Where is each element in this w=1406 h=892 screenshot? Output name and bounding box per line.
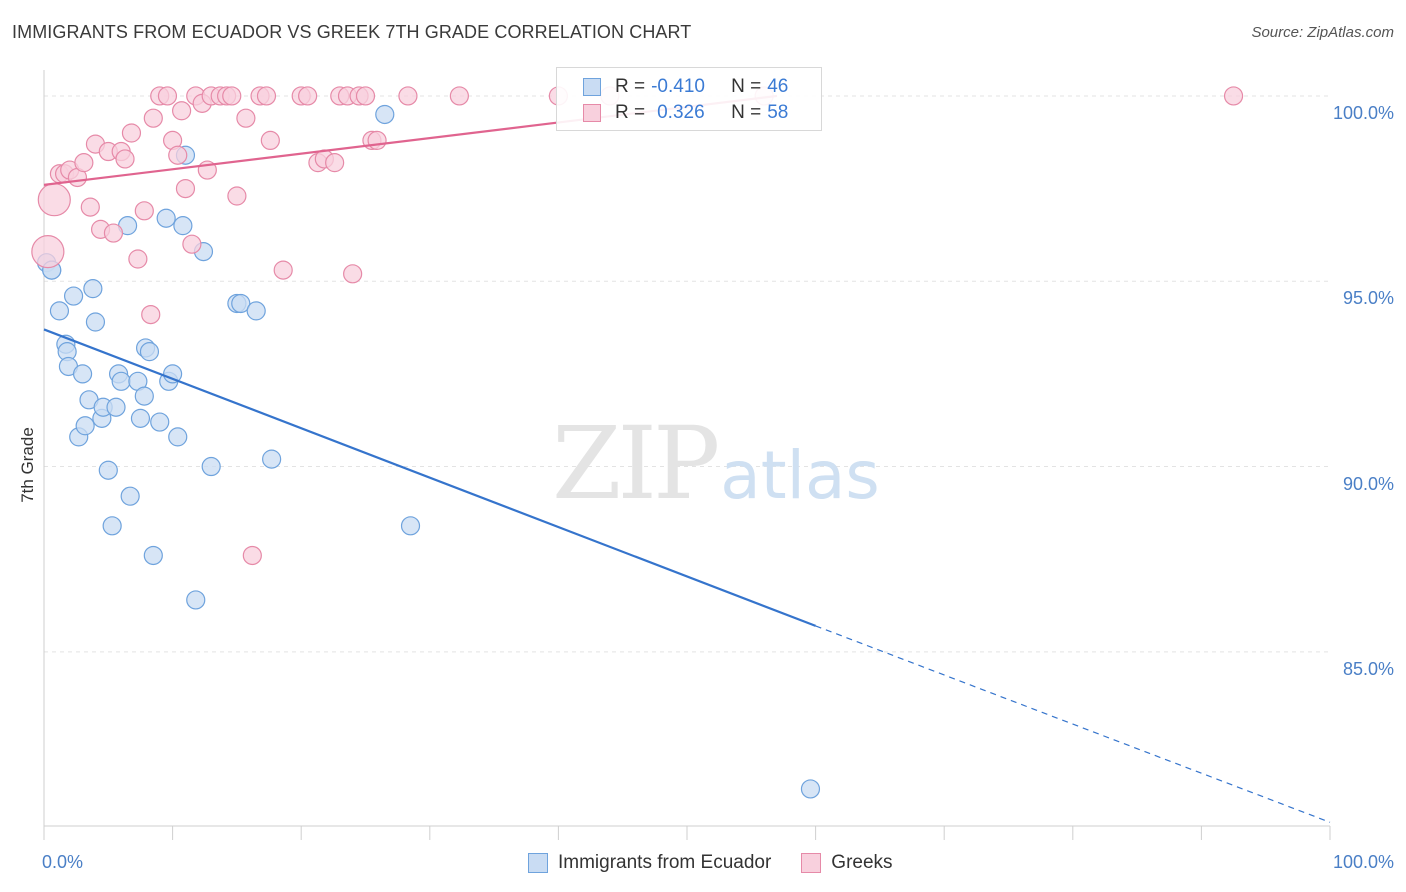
- r-label: R =: [615, 102, 646, 123]
- stats-row-greeks: R = 0.326 N = 58: [583, 101, 788, 125]
- ecuador-point: [163, 364, 183, 384]
- ecuador-point: [134, 386, 154, 406]
- legend-swatch-greeks: [801, 853, 822, 873]
- ecuador-point: [75, 416, 95, 436]
- n-value-ecuador: 46: [767, 76, 789, 97]
- legend-swatch-ecuador: [528, 853, 548, 873]
- n-label: N =: [731, 76, 762, 97]
- greeks-point: [298, 86, 318, 106]
- ecuador-point: [201, 456, 221, 477]
- trend-line-ecuador: [43, 328, 816, 627]
- ecuador-point: [800, 779, 821, 799]
- stats-swatch-ecuador: [583, 78, 601, 96]
- y-tick-label: 90.0%: [1342, 473, 1394, 494]
- ecuador-point: [111, 371, 131, 391]
- r-value-ecuador: -0.410: [651, 76, 705, 97]
- ecuador-point: [49, 301, 70, 321]
- ecuador-point: [150, 412, 170, 432]
- y-tick-label: 95.0%: [1342, 288, 1394, 309]
- greeks-point: [227, 186, 247, 206]
- stats-swatch-greeks: [583, 104, 601, 122]
- ecuador-point: [120, 486, 140, 506]
- x-tick-label-min: 0.0%: [42, 852, 84, 872]
- greeks-point: [398, 86, 418, 106]
- greeks-point: [168, 145, 188, 165]
- greeks-point: [37, 183, 71, 217]
- ecuador-point: [85, 312, 106, 332]
- series-ecuador-points: [36, 104, 821, 799]
- n-label: N =: [731, 102, 762, 123]
- ecuador-point: [173, 216, 193, 236]
- ecuador-point: [400, 516, 421, 536]
- greeks-point: [141, 304, 161, 325]
- greeks-point: [256, 86, 277, 106]
- r-value-greeks: 0.326: [657, 102, 705, 123]
- greeks-point: [80, 197, 100, 217]
- y-axis-label: 7th Grade: [18, 427, 37, 503]
- gridlines: [44, 95, 1330, 653]
- ecuador-point: [130, 408, 151, 428]
- x-tick-label-max: 100.0%: [1332, 852, 1394, 872]
- greeks-point: [449, 86, 469, 106]
- source-label: Source: ZipAtlas.com: [1251, 24, 1394, 41]
- legend-item-ecuador[interactable]: Immigrants from Ecuador: [528, 852, 771, 874]
- greeks-point: [325, 153, 345, 173]
- greeks-point: [157, 86, 178, 106]
- greeks-point: [222, 86, 242, 106]
- greeks-point: [236, 108, 256, 128]
- zipatlas-watermark: ZIPatlas: [552, 405, 880, 522]
- greeks-point: [260, 130, 280, 151]
- greeks-point: [242, 545, 262, 566]
- ecuador-point: [102, 516, 122, 536]
- series-legend: Immigrants from Ecuador Greeks: [528, 852, 923, 874]
- ecuador-point: [139, 342, 160, 362]
- greeks-point: [128, 249, 148, 269]
- ecuador-point: [98, 460, 118, 480]
- greeks-point: [115, 149, 135, 169]
- trend-line-ecuador-projection: [815, 625, 1331, 823]
- greeks-point: [103, 223, 124, 243]
- watermark-zip: ZIP: [552, 405, 720, 522]
- ecuador-point: [375, 104, 395, 125]
- ecuador-point: [168, 427, 188, 447]
- watermark-atlas: atlas: [720, 437, 880, 514]
- ecuador-point: [106, 397, 126, 417]
- greeks-point: [273, 260, 293, 280]
- chart-title: IMMIGRANTS FROM ECUADOR VS GREEK 7TH GRA…: [12, 22, 692, 42]
- ecuador-point: [63, 286, 84, 306]
- greeks-point: [182, 234, 202, 254]
- greeks-point: [1223, 86, 1244, 106]
- greeks-point: [143, 108, 163, 128]
- ecuador-point: [72, 364, 93, 384]
- ecuador-point: [83, 279, 103, 299]
- legend-item-greeks[interactable]: Greeks: [801, 852, 893, 874]
- y-tick-label: 100.0%: [1332, 102, 1394, 123]
- greeks-point: [121, 123, 142, 143]
- ecuador-point: [231, 293, 251, 314]
- stats-legend: R = -0.410 N = 46 R = 0.326 N = 58: [556, 67, 822, 131]
- greeks-point: [355, 86, 376, 106]
- ecuador-point: [262, 449, 282, 469]
- greeks-point: [367, 130, 387, 151]
- legend-label-ecuador: Immigrants from Ecuador: [558, 852, 772, 873]
- legend-label-greeks: Greeks: [831, 852, 893, 873]
- ecuador-point: [156, 208, 176, 228]
- stats-row-ecuador: R = -0.410 N = 46: [583, 75, 788, 99]
- ecuador-point: [186, 590, 206, 610]
- greeks-point: [74, 153, 94, 173]
- greeks-point: [172, 101, 192, 121]
- greeks-point: [175, 178, 196, 199]
- n-value-greeks: 58: [767, 102, 789, 123]
- greeks-point: [343, 264, 363, 284]
- y-tick-label: 85.0%: [1342, 658, 1394, 679]
- greeks-point: [134, 201, 154, 221]
- r-label: R =: [615, 76, 646, 97]
- ecuador-point: [246, 301, 266, 321]
- greeks-point: [31, 234, 65, 269]
- ecuador-point: [143, 545, 163, 566]
